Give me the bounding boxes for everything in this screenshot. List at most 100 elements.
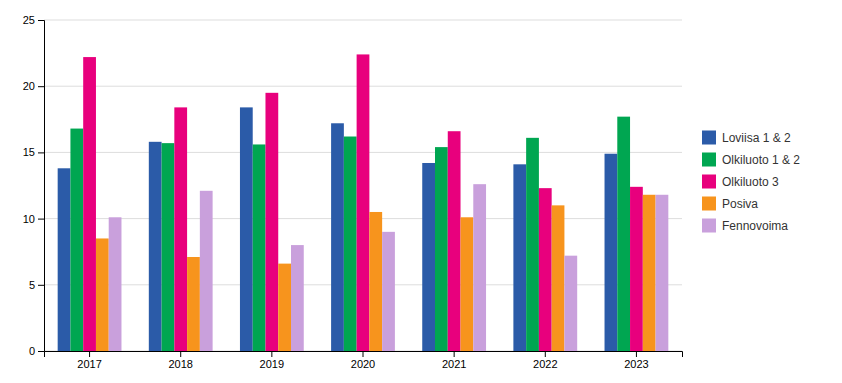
tick-mark [38, 20, 44, 21]
tick-label: 2018 [168, 358, 192, 370]
bar [149, 142, 162, 351]
bar [162, 143, 175, 351]
bar [278, 264, 291, 351]
legend-label: Loviisa 1 & 2 [722, 131, 791, 145]
bar [174, 107, 187, 351]
legend-label: Olkiluoto 1 & 2 [722, 153, 800, 167]
y-tick: 15 [23, 146, 44, 158]
tick-label: 5 [29, 279, 35, 291]
bar [58, 168, 71, 351]
x-tick: 2023 [624, 351, 648, 370]
bar [265, 93, 278, 351]
bar [422, 163, 435, 351]
tick-label: 25 [23, 14, 35, 26]
tick-mark [38, 285, 44, 286]
bar [96, 238, 109, 351]
y-tick: 5 [29, 279, 44, 291]
x-tick: 2018 [168, 351, 192, 370]
x-tick: 2021 [442, 351, 466, 370]
bar-series [83, 54, 643, 351]
bar [369, 212, 382, 351]
tick-label: 20 [23, 80, 35, 92]
tick-label: 2022 [533, 358, 557, 370]
bar-series [96, 195, 656, 351]
x-tick: 2020 [351, 351, 375, 370]
x-axis: 2017 2018 2019 2020 2021 2022 2023 [45, 351, 683, 370]
tick-mark [545, 351, 546, 357]
tick-mark [636, 351, 637, 357]
x-tick: 2019 [260, 351, 284, 370]
bar [240, 107, 253, 351]
tick-label: 0 [29, 345, 35, 357]
chart-container: 0 5 10 15 20 25 2017 2018 2019 2020 2021 2022 2023 Lo… [0, 0, 842, 383]
bar [291, 245, 304, 351]
bar [552, 205, 565, 351]
plot: 0 5 10 15 20 25 2017 2018 2019 2020 2021 2022 2023 [23, 14, 683, 370]
bar-series [70, 117, 630, 351]
tick-label: 2019 [260, 358, 284, 370]
tick-label: 2020 [351, 358, 375, 370]
bar [513, 164, 526, 351]
axis-line [38, 21, 45, 352]
tick-mark [363, 351, 364, 357]
x-tick: 2017 [77, 351, 101, 370]
bar [187, 257, 200, 351]
bar [344, 137, 357, 351]
legend-swatch [702, 175, 716, 189]
bar [83, 57, 96, 351]
grid [44, 20, 682, 351]
bar [200, 191, 213, 351]
bar [564, 256, 577, 351]
tick-mark [271, 351, 272, 357]
grid-line [44, 20, 682, 21]
legend-swatch [702, 219, 716, 233]
legend-item: Olkiluoto 1 & 2 [702, 153, 800, 167]
bar [656, 195, 669, 351]
bar [605, 154, 618, 351]
legend-item: Fennovoima [702, 219, 788, 233]
tick-mark [38, 86, 44, 87]
bar [357, 54, 370, 351]
bar [253, 144, 266, 351]
tick-label: 2021 [442, 358, 466, 370]
legend-swatch [702, 131, 716, 145]
tick-mark [38, 152, 44, 153]
legend-label: Posiva [722, 197, 758, 211]
y-axis: 0 5 10 15 20 25 [23, 14, 45, 357]
bar [331, 123, 344, 351]
bar [461, 217, 474, 351]
legend-label: Fennovoima [722, 219, 788, 233]
tick-label: 10 [23, 213, 35, 225]
bar [70, 129, 83, 351]
legend: Loviisa 1 & 2 Olkiluoto 1 & 2 Olkiluoto 3 P… [702, 131, 800, 233]
y-tick: 10 [23, 213, 44, 225]
legend-swatch [702, 153, 716, 167]
y-tick: 20 [23, 80, 44, 92]
y-tick: 25 [23, 14, 44, 26]
bar [435, 147, 448, 351]
y-tick: 0 [29, 345, 44, 357]
legend-item: Posiva [702, 197, 758, 211]
bar [630, 187, 643, 351]
bar [448, 131, 461, 351]
tick-mark [38, 351, 44, 352]
legend-item: Olkiluoto 3 [702, 175, 779, 189]
bars [58, 54, 669, 351]
tick-label: 2017 [77, 358, 101, 370]
bar [539, 188, 552, 351]
legend-swatch [702, 197, 716, 211]
legend-item: Loviisa 1 & 2 [702, 131, 791, 145]
bar [643, 195, 656, 351]
tick-mark [38, 219, 44, 220]
bar [617, 117, 630, 351]
tick-mark [454, 351, 455, 357]
bar-series [109, 184, 669, 351]
axis-line [45, 352, 683, 358]
legend-label: Olkiluoto 3 [722, 175, 779, 189]
x-tick: 2022 [533, 351, 557, 370]
bar [382, 232, 395, 351]
tick-mark [180, 351, 181, 357]
tick-label: 15 [23, 146, 35, 158]
tick-mark [89, 351, 90, 357]
bar [473, 184, 486, 351]
